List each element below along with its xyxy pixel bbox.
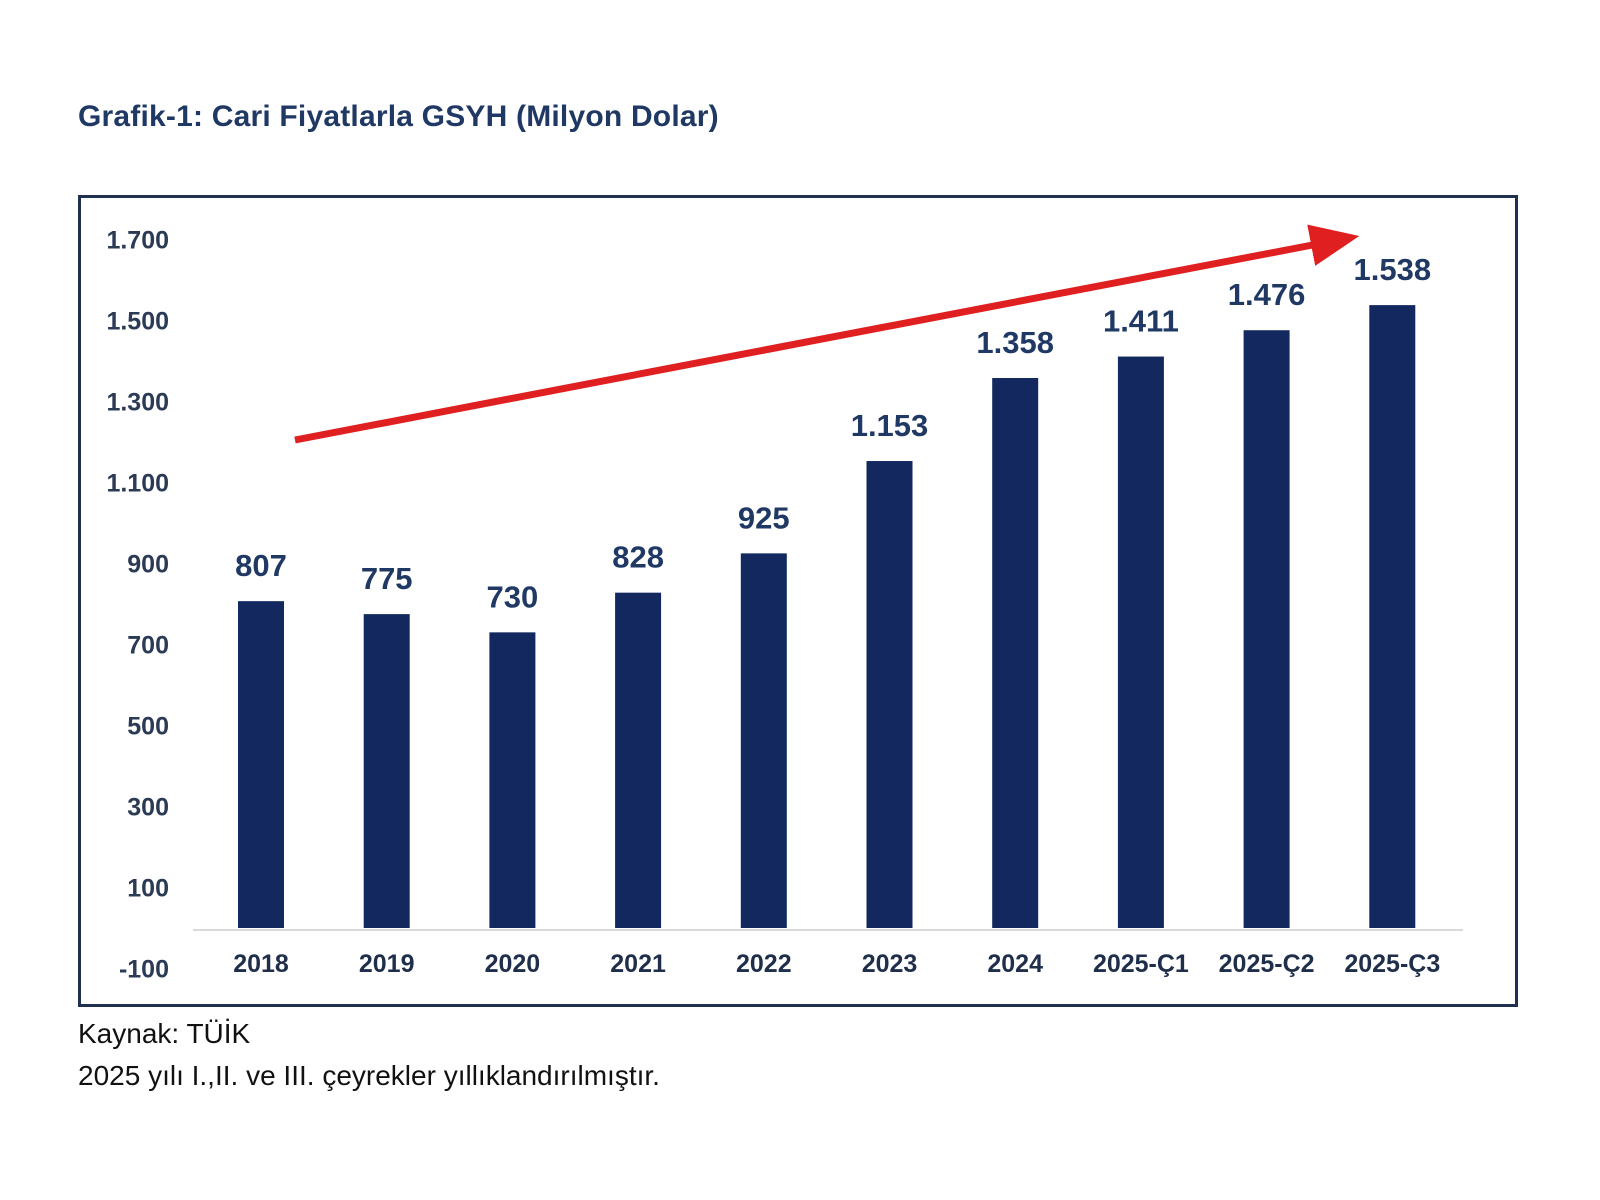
bar-value-label: 807 xyxy=(235,548,287,583)
bar-value-label: 775 xyxy=(361,561,413,596)
bar-value-label: 828 xyxy=(612,540,664,575)
bar-value-label: 925 xyxy=(738,500,790,535)
bar-value-label: 730 xyxy=(487,579,539,614)
bar xyxy=(992,378,1039,928)
x-axis-label: 2025-Ç1 xyxy=(1093,950,1189,978)
x-axis-label: 2022 xyxy=(736,950,792,978)
trend-arrow xyxy=(294,224,1360,444)
bar-value-label: 1.476 xyxy=(1228,277,1306,312)
y-axis-label: 700 xyxy=(127,632,169,660)
x-axis-label: 2023 xyxy=(862,950,918,978)
x-axis-label: 2025-Ç2 xyxy=(1219,950,1315,978)
bar xyxy=(1243,330,1290,929)
chart-frame: 1.700 1.500 1.300 1.100 900 700 500 300 100 -100 8… xyxy=(78,195,1518,1007)
bar xyxy=(1369,305,1416,928)
y-axis-label: 300 xyxy=(127,794,169,822)
bar-value-label: 1.538 xyxy=(1354,252,1432,287)
chart-title: Grafik-1: Cari Fiyatlarla GSYH (Milyon D… xyxy=(78,100,719,133)
bar xyxy=(615,592,662,928)
bar xyxy=(740,553,787,928)
bar-chart: 1.700 1.500 1.300 1.100 900 700 500 300 100 -100 8… xyxy=(106,224,1463,984)
x-axis-label: 2024 xyxy=(987,950,1043,978)
y-axis-label: 900 xyxy=(127,551,169,579)
y-axis-label: -100 xyxy=(119,956,169,984)
bar-value-label: 1.358 xyxy=(976,325,1054,360)
x-axis-label: 2021 xyxy=(610,950,666,978)
x-axis-label: 2020 xyxy=(485,950,541,978)
y-axis-label: 1.500 xyxy=(106,308,169,336)
y-axis-label: 1.300 xyxy=(106,389,169,417)
bar-value-label: 1.411 xyxy=(1103,304,1179,339)
bar xyxy=(238,601,284,928)
source-note: Kaynak: TÜİK xyxy=(78,1018,251,1049)
bar xyxy=(1117,356,1164,928)
bar-value-label: 1.153 xyxy=(851,408,929,443)
y-axis-label: 1.700 xyxy=(106,227,169,255)
y-axis-label: 100 xyxy=(127,875,169,903)
bar xyxy=(363,614,410,928)
footnote: 2025 yılı I.,II. ve III. çeyrekler yıllı… xyxy=(78,1060,660,1091)
y-axis-label: 1.100 xyxy=(106,470,169,498)
bar xyxy=(866,461,913,928)
bar xyxy=(489,632,536,928)
x-axis-label: 2018 xyxy=(233,950,289,978)
x-axis-label: 2025-Ç3 xyxy=(1344,950,1440,978)
x-axis-label: 2019 xyxy=(359,950,415,978)
y-axis-label: 500 xyxy=(127,713,169,741)
